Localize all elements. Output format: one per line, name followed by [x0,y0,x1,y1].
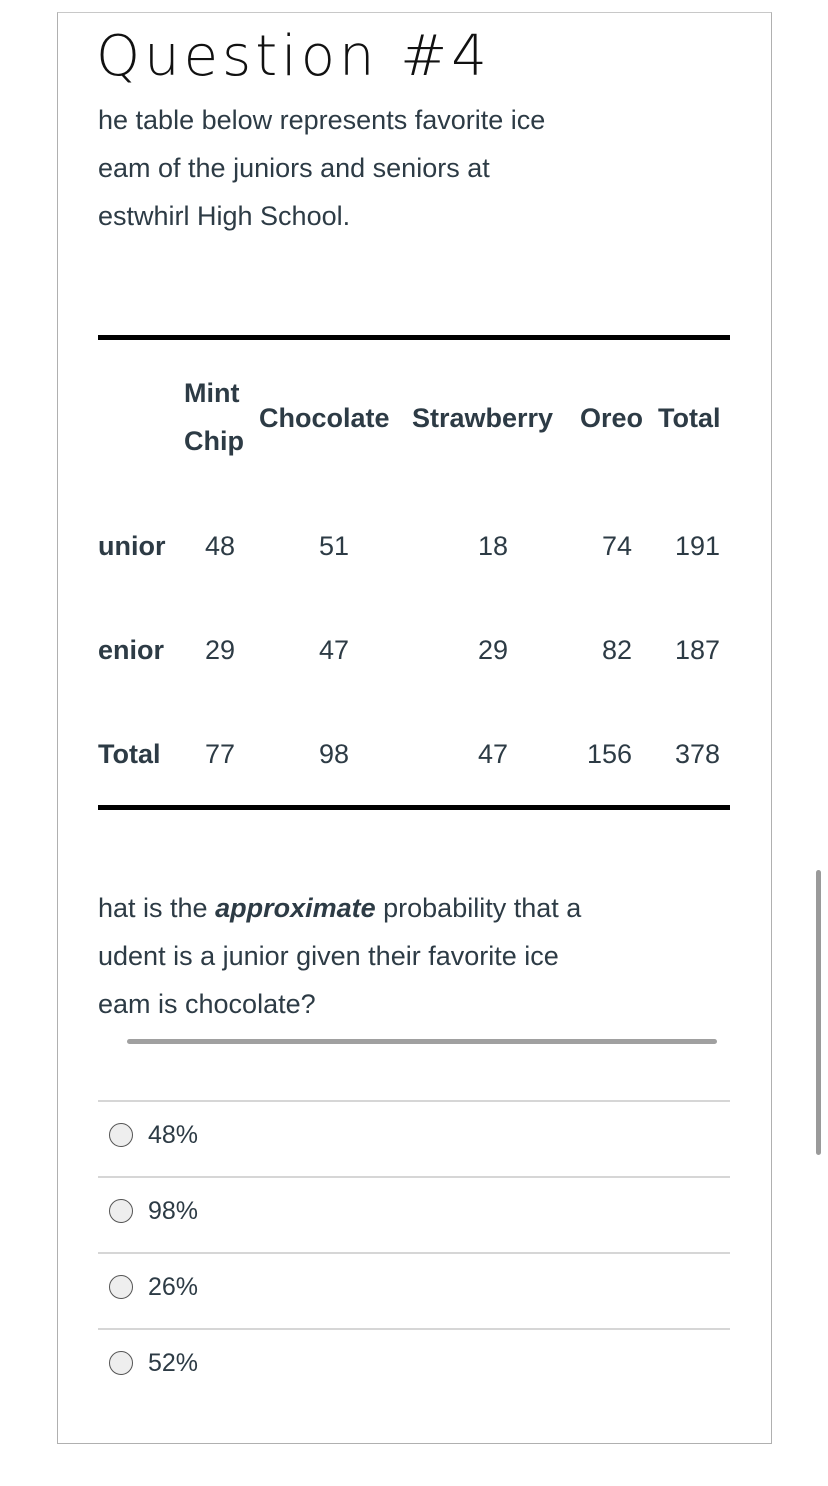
question-text: probability that a [375,893,582,923]
cell: 378 [674,739,720,769]
emphasis: approximate [215,893,376,923]
option-separator [98,1328,730,1330]
scrollbar [816,870,821,1155]
question-text: hat is the [98,893,216,923]
cell: 29 [477,635,508,665]
divider-bar [127,1039,717,1044]
frame [57,12,772,1444]
cell: 47 [477,739,508,769]
question-line: hat is the approximate probability that … [98,892,581,924]
option-separator [98,1100,730,1102]
question-line: udent is a junior given their favorite i… [98,941,559,971]
table-top-rule [98,335,730,340]
row-label: Total [98,739,161,769]
radio[interactable] [109,1199,133,1223]
column-header: Chocolate [259,403,390,433]
row-label: unior [98,531,166,561]
radio[interactable] [109,1351,133,1375]
column-header: Mint [184,378,240,408]
column-header: Total [658,403,721,433]
cell: 82 [601,635,632,665]
option-separator [98,1176,730,1178]
option-label: 52% [148,1349,199,1377]
intro-line: he table below represents favorite ice [98,105,546,135]
radio[interactable] [109,1123,133,1147]
cell: 18 [477,531,508,561]
cell: 51 [318,531,349,561]
cell: 187 [674,635,720,665]
cell: 48 [204,531,235,561]
title: Question #4 [96,24,491,89]
column-header: Oreo [580,403,644,433]
cell: 47 [318,635,349,665]
cell: 98 [318,739,349,769]
radio[interactable] [109,1275,133,1299]
cell: 156 [586,739,632,769]
table-bottom-rule [98,805,730,810]
column-header: Chip [184,426,244,456]
cell: 29 [204,635,235,665]
option-label: 48% [148,1121,199,1149]
cell: 77 [204,739,235,769]
option-separator [98,1252,730,1254]
question-line: eam is chocolate? [98,989,316,1019]
intro-line: eam of the juniors and seniors at [98,153,490,183]
column-header: Strawberry [412,403,554,433]
row-label: enior [98,635,165,665]
intro-line: estwhirl High School. [98,201,351,231]
cell: 191 [674,531,720,561]
option-label: 98% [148,1197,199,1225]
option-label: 26% [148,1273,199,1301]
cell: 74 [601,531,632,561]
